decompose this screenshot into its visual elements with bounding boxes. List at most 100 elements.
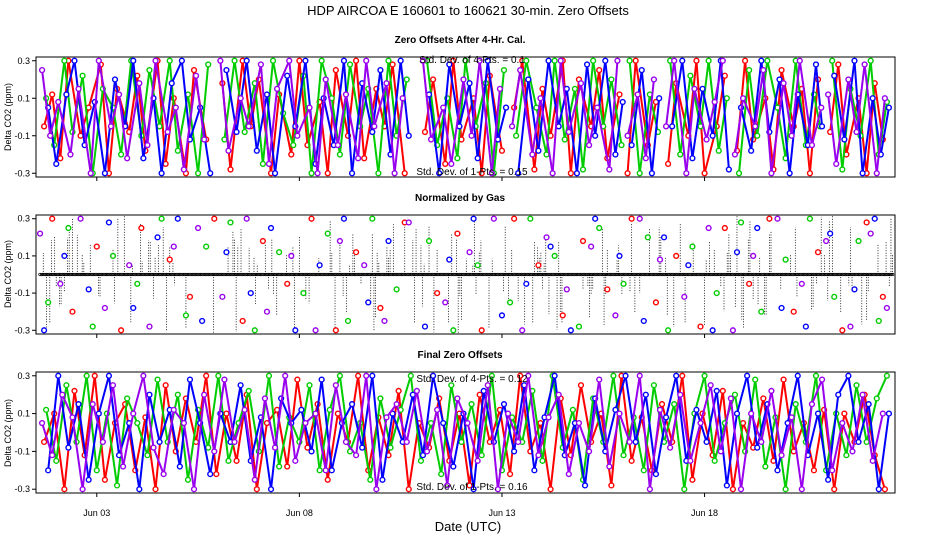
series-3-point bbox=[825, 476, 832, 483]
series-4-line-segment bbox=[648, 409, 661, 490]
reference-point bbox=[665, 272, 669, 277]
series-4-point bbox=[87, 170, 94, 177]
reference-point bbox=[560, 272, 564, 277]
series-4-point bbox=[606, 463, 613, 470]
series-2-line-segment bbox=[377, 60, 390, 174]
series-1-point bbox=[879, 293, 886, 300]
series-2-line-segment bbox=[217, 375, 230, 461]
series-2-point bbox=[276, 463, 283, 470]
series-3-point bbox=[642, 391, 649, 398]
reference-point bbox=[190, 272, 195, 277]
series-3-line-segment bbox=[259, 417, 272, 490]
series-2-line-segment bbox=[247, 390, 260, 452]
series-2-line-segment bbox=[207, 375, 220, 448]
series-4-point bbox=[217, 57, 224, 64]
series-2-point bbox=[156, 123, 163, 130]
reference-point bbox=[297, 272, 302, 277]
reference-point bbox=[446, 272, 451, 277]
series-1-point bbox=[377, 304, 384, 312]
series-4-point bbox=[705, 224, 712, 232]
reference-point bbox=[208, 272, 212, 277]
series-4-line-segment bbox=[598, 379, 611, 467]
series-4-point bbox=[818, 104, 825, 111]
reference-point bbox=[294, 272, 298, 277]
series-4-point bbox=[519, 327, 526, 334]
reference-point bbox=[852, 272, 856, 277]
series-2-line-segment bbox=[663, 403, 676, 443]
reference-point bbox=[451, 272, 455, 277]
series-4-point bbox=[245, 123, 252, 130]
reference-point bbox=[228, 272, 232, 277]
series-3-point bbox=[855, 438, 862, 446]
series-4-point bbox=[768, 170, 775, 177]
reference-point bbox=[156, 272, 161, 277]
reference-point bbox=[801, 272, 806, 277]
series-1-point bbox=[152, 486, 159, 493]
series-1-point bbox=[616, 91, 623, 98]
series-4-point bbox=[768, 387, 775, 395]
series-4-line-segment bbox=[314, 413, 327, 471]
series-4-point bbox=[656, 256, 664, 263]
series-1-line-segment bbox=[432, 79, 447, 165]
series-4-line-segment bbox=[274, 375, 287, 448]
series-1-point bbox=[739, 419, 747, 427]
series-4-line-segment bbox=[152, 447, 165, 475]
series-4-point bbox=[75, 85, 82, 92]
reference-point bbox=[764, 272, 768, 277]
series-3-point bbox=[243, 57, 250, 64]
plot-frame bbox=[35, 56, 896, 178]
series-2-point bbox=[43, 406, 50, 413]
series-3-point bbox=[446, 61, 453, 68]
reference-point bbox=[142, 272, 146, 277]
x-tick-label: Jun 18 bbox=[691, 508, 718, 518]
series-3-point bbox=[622, 372, 629, 379]
series-4-line-segment bbox=[517, 375, 530, 443]
series-1-point bbox=[304, 444, 311, 451]
series-3-point bbox=[851, 286, 858, 293]
reference-point bbox=[88, 272, 92, 277]
reference-point bbox=[404, 272, 408, 277]
series-2-point bbox=[184, 476, 192, 483]
series-4-point bbox=[634, 91, 641, 98]
series-2-point bbox=[462, 57, 469, 64]
reference-point bbox=[774, 272, 778, 277]
y-tick-label: -0.1 bbox=[14, 131, 30, 141]
reference-point bbox=[83, 272, 88, 277]
reference-point bbox=[566, 272, 571, 277]
series-3-line-segment bbox=[128, 422, 141, 490]
series-2-line-segment bbox=[158, 60, 171, 127]
series-3-point bbox=[397, 57, 404, 64]
series-3-point bbox=[45, 467, 52, 474]
series-4-point bbox=[150, 444, 157, 451]
reference-point bbox=[783, 272, 788, 277]
series-4-point bbox=[261, 395, 269, 402]
series-1-point bbox=[729, 486, 737, 493]
panel-title: Normalized by Gas bbox=[415, 193, 505, 204]
series-4-line-segment bbox=[685, 88, 696, 174]
series-4-point bbox=[683, 170, 690, 177]
std-dev-annotation: Std. Dev. of 4-Pts. = 0.12 bbox=[416, 374, 528, 385]
series-2-point bbox=[701, 372, 708, 379]
reference-point bbox=[213, 272, 217, 277]
series-3-point bbox=[154, 234, 161, 241]
reference-point bbox=[360, 272, 365, 277]
series-4-point bbox=[849, 448, 856, 455]
series-4-point bbox=[211, 448, 218, 455]
series-3-point bbox=[316, 262, 323, 269]
series-1-point bbox=[746, 280, 753, 287]
reference-point bbox=[286, 272, 290, 277]
series-3-point bbox=[669, 123, 676, 130]
series-4-point bbox=[575, 419, 583, 427]
series-2-point bbox=[539, 457, 546, 464]
series-4-point bbox=[251, 476, 258, 483]
series-3-line-segment bbox=[867, 404, 880, 490]
reference-point bbox=[333, 272, 337, 277]
series-1-point bbox=[91, 372, 98, 379]
series-1-point bbox=[628, 457, 635, 464]
series-3-point bbox=[61, 252, 68, 260]
series-4-point bbox=[152, 57, 159, 64]
reference-point bbox=[685, 272, 689, 277]
reference-point bbox=[103, 272, 107, 277]
reference-point bbox=[770, 272, 775, 277]
series-2-line-segment bbox=[338, 64, 352, 155]
